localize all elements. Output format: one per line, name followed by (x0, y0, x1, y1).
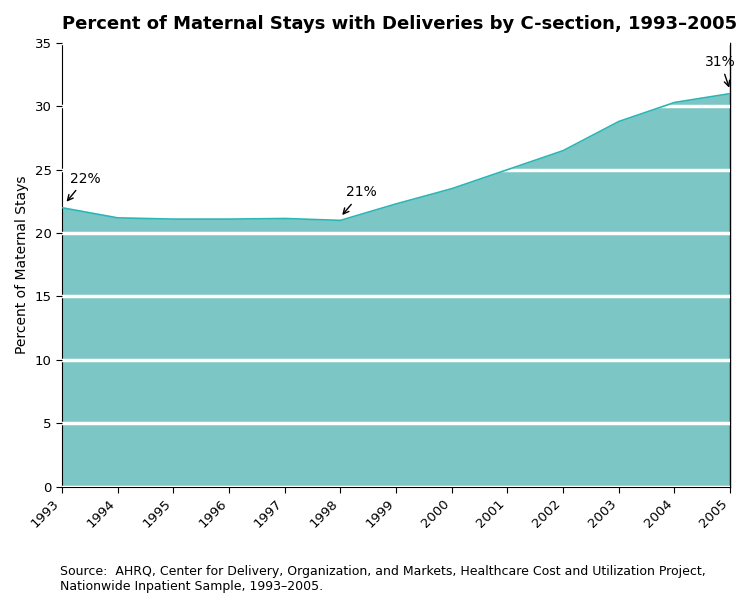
Text: 21%: 21% (343, 186, 377, 214)
Text: 22%: 22% (68, 171, 101, 201)
Text: 31%: 31% (705, 55, 736, 86)
Text: Percent of Maternal Stays with Deliveries by C-section, 1993–2005: Percent of Maternal Stays with Deliverie… (62, 15, 737, 33)
Y-axis label: Percent of Maternal Stays: Percent of Maternal Stays (15, 176, 29, 354)
Text: Source:  AHRQ, Center for Delivery, Organization, and Markets, Healthcare Cost a: Source: AHRQ, Center for Delivery, Organ… (60, 565, 706, 593)
